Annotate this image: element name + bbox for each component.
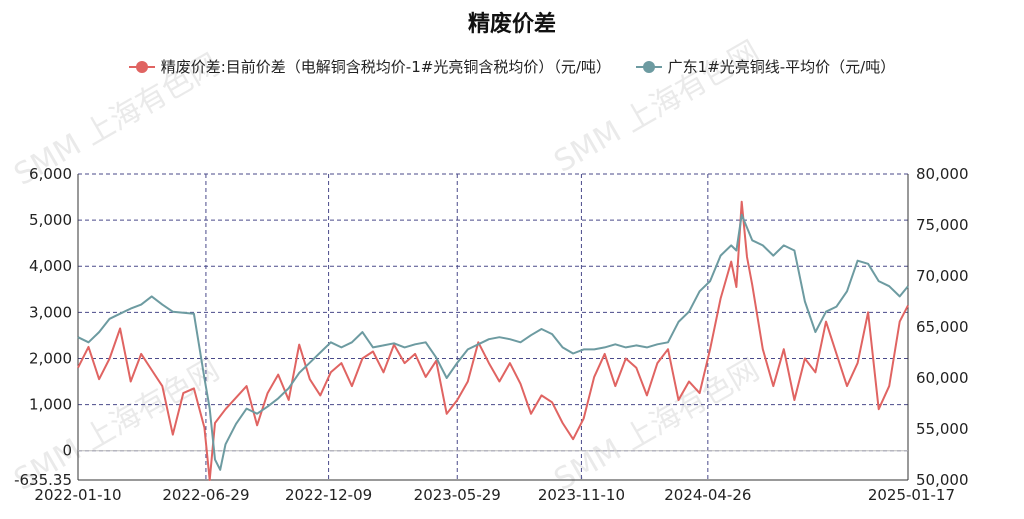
y-left-tick-label-7: -635.35 [14, 471, 72, 489]
y-left-tick-label-0: 6,000 [29, 165, 72, 183]
y-left-tick-label-3: 3,000 [29, 303, 72, 321]
x-tick-label-1: 2022-06-29 [162, 486, 249, 504]
legend-marker-spread [128, 60, 155, 73]
y-left-tick-label-5: 1,000 [29, 396, 72, 414]
y-left-tick-label-2: 4,000 [29, 257, 72, 275]
x-tick-label-5: 2024-04-26 [664, 486, 751, 504]
legend-label-copper-wire: 广东1#光亮铜线-平均价（元/吨） [667, 58, 896, 76]
legend-label-spread: 精废价差:目前价差（电解铜含税均价-1#光亮铜含税均价）（元/吨） [160, 58, 611, 76]
y-right-tick-label-2: 70,000 [916, 267, 969, 285]
y-right-tick-label-1: 75,000 [916, 216, 969, 234]
legend-marker-copper-wire [635, 60, 662, 73]
y-right-tick-label-4: 60,000 [916, 369, 969, 387]
y-right-tick-label-3: 65,000 [916, 318, 969, 336]
y-left-tick-label-1: 5,000 [29, 211, 72, 229]
x-tick-label-2: 2022-12-09 [285, 486, 372, 504]
x-tick-label-0: 2022-01-10 [34, 486, 121, 504]
series-line-spread [77, 200, 909, 481]
y-left-tick-label-4: 2,000 [29, 349, 72, 367]
legend-item-spread[interactable]: 精废价差:目前价差（电解铜含税均价-1#光亮铜含税均价）（元/吨） [128, 56, 611, 77]
legend-item-copper-wire[interactable]: 广东1#光亮铜线-平均价（元/吨） [635, 56, 896, 77]
x-tick-label-4: 2023-11-10 [538, 486, 625, 504]
y-right-tick-label-5: 55,000 [916, 420, 969, 438]
chart-title: 精废价差 [467, 12, 556, 37]
x-tick-label-3: 2023-05-29 [414, 486, 501, 504]
y-left-tick-label-6: 0 [62, 442, 72, 460]
x-tick-label-6: 2025-01-17 [868, 486, 955, 504]
legend: 精废价差:目前价差（电解铜含税均价-1#光亮铜含税均价）（元/吨） 广东1#光亮… [0, 56, 1024, 77]
y-right-tick-label-6: 50,000 [916, 471, 969, 489]
y-right-tick-label-0: 80,000 [916, 165, 969, 183]
series-line-copper-wire [77, 213, 909, 471]
